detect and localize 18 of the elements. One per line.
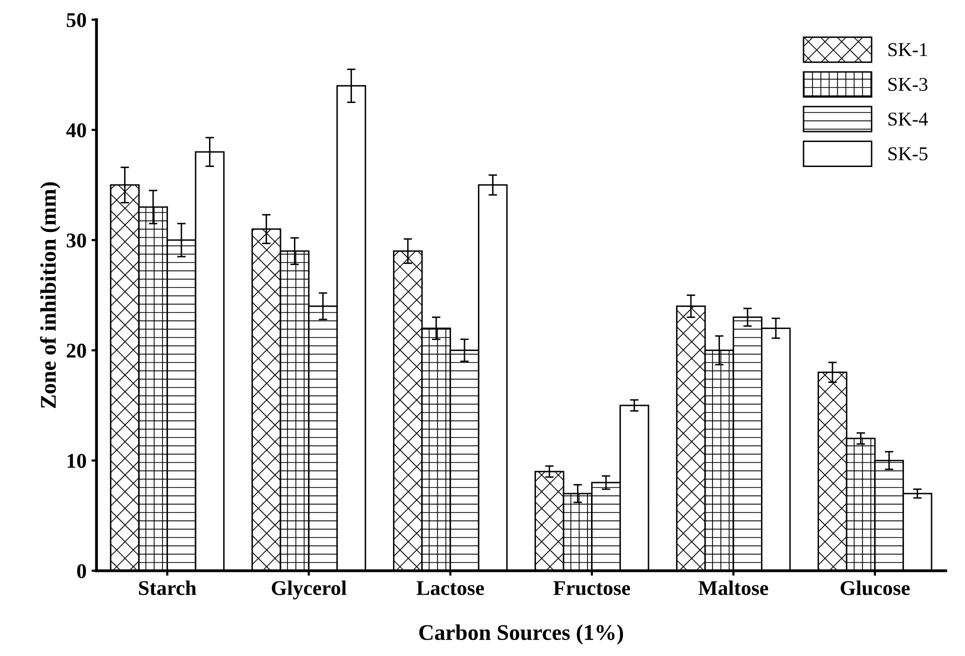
y-tick-label: 40 <box>66 123 86 138</box>
x-tick-label: Fructose <box>553 581 630 596</box>
legend-label: SK-4 <box>888 112 928 126</box>
y-tick-label: 30 <box>66 233 86 248</box>
x-tick-label: Starch <box>139 580 196 596</box>
x-tick-label: Lactose <box>416 581 484 596</box>
x-axis-title: Carbon Sources (1%) <box>419 624 624 645</box>
y-tick-label: 10 <box>68 454 86 468</box>
y-axis-title: Zone of inhibition (mm) <box>40 182 60 408</box>
y-tick-label: 20 <box>66 344 86 358</box>
x-tick-label: Glucose <box>840 580 910 596</box>
legend-label: SK-5 <box>888 147 928 160</box>
y-tick-label: 50 <box>66 13 86 28</box>
x-tick-label: Glycerol <box>272 580 346 600</box>
y-tick-label: 0 <box>77 564 86 578</box>
legend-label: SK-3 <box>888 78 928 91</box>
x-tick-label: Maltose <box>698 580 768 596</box>
legend-label: SK-1 <box>888 43 928 56</box>
